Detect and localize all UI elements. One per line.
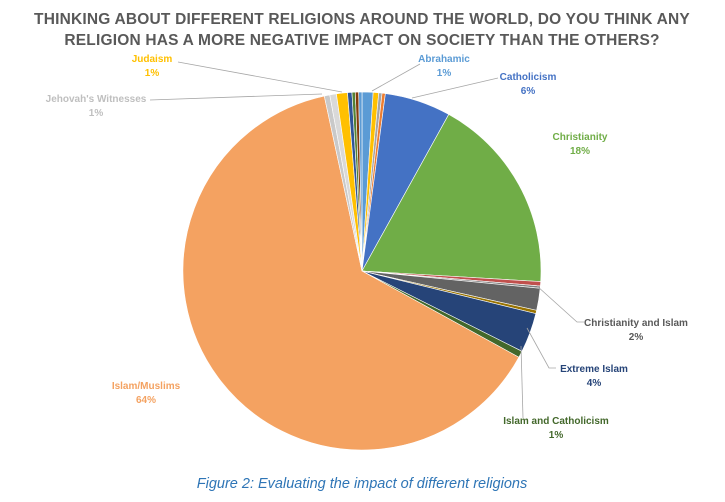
slice-pct-islam-muslims: 64% — [136, 395, 156, 406]
leader-line-jehovah-s-witnesses — [149, 93, 323, 101]
chart-title-line-2: RELIGION HAS A MORE NEGATIVE IMPACT ON S… — [64, 32, 659, 49]
slice-pct-judaism: 1% — [145, 68, 160, 79]
slice-pct-islam-and-catholicism: 1% — [549, 430, 564, 441]
slice-label-catholicism: Catholicism — [500, 72, 557, 83]
slice-label-christianity: Christianity — [552, 132, 607, 143]
pie-slice-islam-muslims — [182, 95, 520, 451]
chart-title-line-1: THINKING ABOUT DIFFERENT RELIGIONS AROUN… — [34, 11, 690, 28]
slice-pct-extreme-islam: 4% — [587, 378, 602, 389]
slice-label-jehovah-s-witnesses: Jehovah's Witnesses — [46, 94, 147, 105]
slice-label-islam-and-catholicism: Islam and Catholicism — [503, 416, 609, 427]
slice-pct-abrahamic: 1% — [437, 68, 452, 79]
figure-caption: Figure 2: Evaluating the impact of diffe… — [197, 476, 527, 492]
slice-label-islam-muslims: Islam/Muslims — [112, 381, 181, 392]
leader-line-christianity-and-islam — [536, 285, 584, 323]
leader-line-catholicism — [411, 77, 499, 99]
slice-pct-catholicism: 6% — [521, 86, 536, 97]
leader-line-extreme-islam — [526, 327, 556, 369]
slice-label-judaism: Judaism — [132, 54, 173, 65]
leader-lines — [149, 61, 584, 419]
slice-label-extreme-islam: Extreme Islam — [560, 364, 628, 375]
leader-line-abrahamic — [371, 63, 421, 92]
leader-line-islam-and-catholicism — [520, 345, 524, 419]
slice-pct-christianity: 18% — [570, 146, 590, 157]
pie-slices — [182, 91, 542, 451]
pie-slice-minor-19 — [358, 91, 363, 272]
slice-label-abrahamic: Abrahamic — [418, 54, 470, 65]
slice-pct-christianity-and-islam: 2% — [629, 332, 644, 343]
slice-label-christianity-and-islam: Christianity and Islam — [584, 318, 688, 329]
leader-line-judaism — [177, 61, 343, 93]
slice-pct-jehovah-s-witnesses: 1% — [89, 108, 104, 119]
slice-labels: Abrahamic 1% Catholicism 6% Christianity 18% C… — [46, 54, 688, 441]
pie-slice-christianity — [361, 114, 542, 282]
